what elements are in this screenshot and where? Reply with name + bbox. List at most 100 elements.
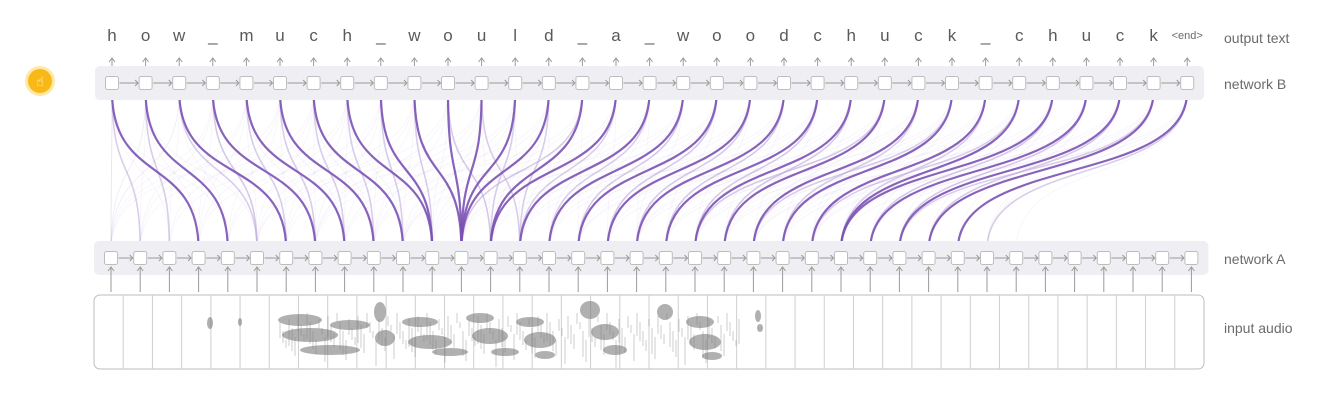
network-b-cell[interactable] <box>441 76 455 90</box>
network-b-cell[interactable] <box>877 76 892 90</box>
network-b-cell[interactable] <box>978 76 993 90</box>
network-b-cell[interactable] <box>138 76 153 90</box>
network-b-cell[interactable] <box>1012 76 1027 90</box>
network-a-cell[interactable] <box>512 251 527 265</box>
network-a-cell[interactable] <box>600 251 615 265</box>
attention-line <box>144 89 229 252</box>
network-a-recurrent-arrow <box>381 254 397 262</box>
network-a-cell[interactable] <box>804 251 819 265</box>
network-a-cell[interactable] <box>863 251 878 265</box>
network-a-cell[interactable] <box>337 251 352 265</box>
network-b-cell[interactable] <box>709 76 724 90</box>
network-a-recurrent-arrow <box>1169 254 1185 262</box>
network-a-cell[interactable] <box>571 251 586 265</box>
spectrogram-energy <box>207 317 213 329</box>
network-a-recurrent-arrow <box>994 254 1010 262</box>
attention-line-background <box>139 90 247 251</box>
network-a-cell[interactable] <box>396 251 410 265</box>
network-a-cell[interactable] <box>454 251 469 265</box>
network-a-cell[interactable] <box>279 251 294 265</box>
network-b-cell[interactable] <box>844 76 859 90</box>
audio-to-a-arrow <box>458 266 465 292</box>
network-a-cell[interactable] <box>834 251 848 265</box>
audio-to-a-arrow <box>545 266 553 292</box>
network-a-cell[interactable] <box>1096 251 1111 265</box>
network-a-cell[interactable] <box>746 251 761 265</box>
network-b-recurrent-arrow <box>253 79 274 87</box>
output-char: u <box>477 26 486 45</box>
network-a-cell[interactable] <box>366 251 381 265</box>
network-b-cell[interactable] <box>1180 76 1195 90</box>
network-b-cell[interactable] <box>676 76 691 90</box>
network-b-cell[interactable] <box>373 76 388 90</box>
network-b-cell[interactable] <box>306 76 321 90</box>
attention-line <box>839 89 1054 252</box>
network-b-cell[interactable] <box>777 76 791 90</box>
network-a-cell[interactable] <box>1038 251 1053 265</box>
network-b-cell[interactable] <box>541 76 556 90</box>
hand-pointer-icon[interactable]: ☝ <box>25 66 55 96</box>
network-b-cell[interactable] <box>508 76 523 90</box>
network-a-cell[interactable] <box>717 251 732 265</box>
network-b-cell[interactable] <box>1079 76 1094 90</box>
network-b-cell[interactable] <box>609 76 623 90</box>
network-a-cell[interactable] <box>133 251 148 265</box>
network-a-cell[interactable] <box>308 251 323 265</box>
audio-to-a-arrow <box>983 266 991 292</box>
attention-line-background <box>986 90 1121 251</box>
network-b-cell[interactable] <box>810 76 825 90</box>
output-text-label: output text <box>1224 30 1289 46</box>
audio-to-a-arrow <box>720 266 728 292</box>
network-b-cell[interactable] <box>1146 76 1161 90</box>
network-a-cell[interactable] <box>542 251 556 265</box>
network-b-cell[interactable] <box>1113 76 1127 90</box>
network-a-cell[interactable] <box>950 251 965 265</box>
network-b-cell[interactable] <box>642 76 657 90</box>
audio-to-a-arrow <box>1129 266 1137 292</box>
network-a-cell[interactable] <box>1126 251 1140 265</box>
network-a-cell[interactable] <box>250 251 264 265</box>
network-a-cell[interactable] <box>425 251 440 265</box>
network-b-cell[interactable] <box>911 76 926 90</box>
attention-line-background <box>577 90 751 251</box>
network-a-cell[interactable] <box>980 251 994 265</box>
network-b-cell[interactable] <box>474 76 489 90</box>
attention-line <box>869 89 1088 252</box>
network-a-cell[interactable] <box>1184 251 1199 265</box>
network-a-cell[interactable] <box>1155 251 1170 265</box>
network-b-cell[interactable] <box>743 76 758 90</box>
network-b-recurrent-arrow <box>220 79 240 87</box>
attention-line <box>547 89 685 252</box>
spectrogram-energy <box>466 313 494 323</box>
network-b-cell[interactable] <box>407 76 422 90</box>
spectrogram-energy <box>432 348 468 356</box>
network-a-cell[interactable] <box>104 251 118 265</box>
network-b-cell[interactable] <box>273 76 287 90</box>
network-a-cell[interactable] <box>1009 251 1024 265</box>
attention-line-background <box>431 90 718 251</box>
attention-line-background <box>869 90 1121 251</box>
network-a-cell[interactable] <box>921 251 936 265</box>
network-b-cell[interactable] <box>575 76 590 90</box>
network-a-cell[interactable] <box>483 251 498 265</box>
network-b-cell[interactable] <box>172 76 187 90</box>
network-a-cell[interactable] <box>892 251 907 265</box>
network-b-cell[interactable] <box>239 76 254 90</box>
network-a-cell[interactable] <box>688 251 702 265</box>
network-b-cell[interactable] <box>105 76 119 90</box>
network-b-cell[interactable] <box>340 76 355 90</box>
network-b-recurrent-arrow <box>522 79 543 87</box>
network-a-cell[interactable] <box>775 251 790 265</box>
spectrogram-energy <box>238 318 242 326</box>
network-b-cell[interactable] <box>1045 76 1060 90</box>
network-b-cell[interactable] <box>945 76 959 90</box>
network-a-cell[interactable] <box>658 251 673 265</box>
network-a-cell[interactable] <box>1067 251 1082 265</box>
audio-to-a-arrow <box>779 266 786 292</box>
network-a-cell[interactable] <box>162 251 177 265</box>
network-a-cell[interactable] <box>629 251 644 265</box>
network-b-cell[interactable] <box>205 76 220 90</box>
network-a-cell[interactable] <box>191 251 206 265</box>
spectrogram-energy <box>402 317 438 327</box>
network-a-cell[interactable] <box>220 251 235 265</box>
